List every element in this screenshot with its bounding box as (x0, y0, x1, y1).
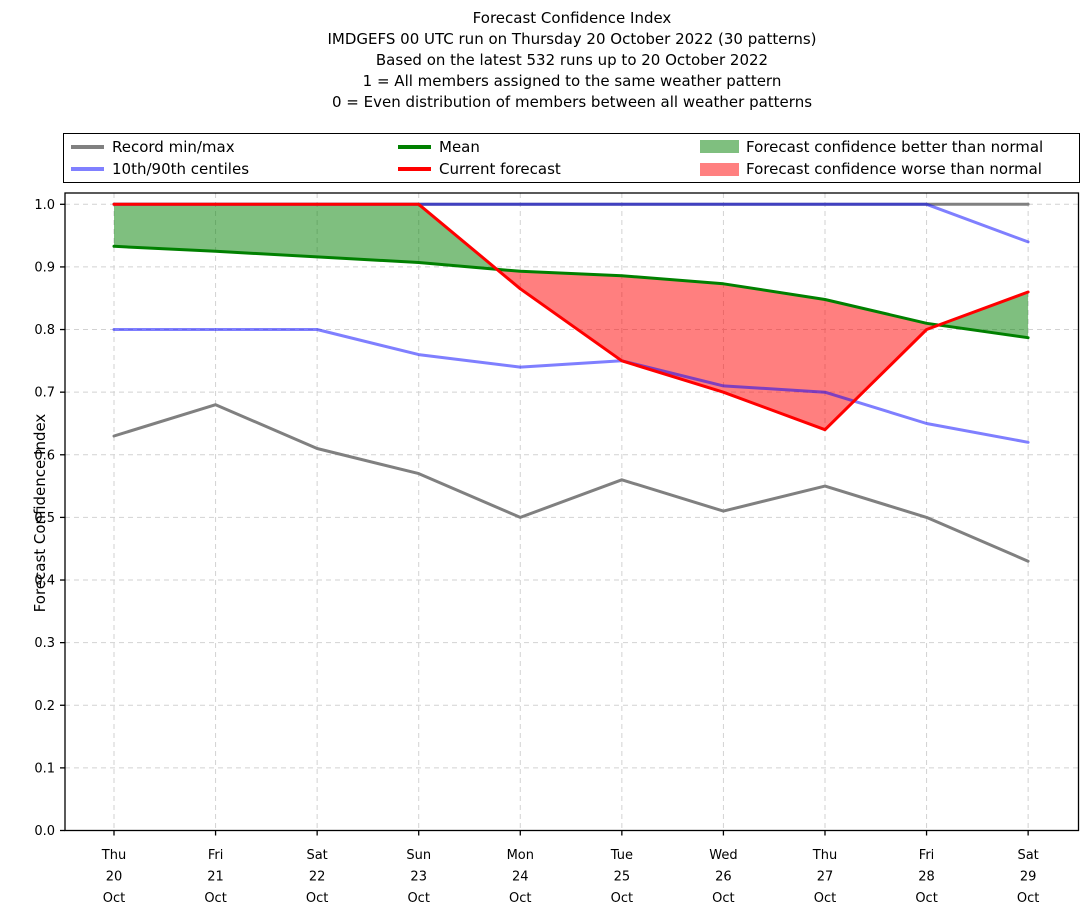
y-tick-label: 0.5 (34, 511, 55, 526)
y-tick-label: 0.1 (34, 761, 55, 776)
current-forecast-line (112, 202, 1030, 432)
mean-line (112, 244, 1030, 340)
10th-centile-line (112, 328, 1030, 444)
x-tick-label: Fri 21 Oct (204, 848, 226, 906)
plot-border (64, 192, 1080, 832)
x-tick-label: Mon 24 Oct (507, 848, 534, 906)
x-tick-label: Tue 25 Oct (610, 848, 633, 906)
x-tick-label: Wed 26 Oct (709, 848, 737, 906)
better-than-normal-fill (938, 292, 1029, 338)
legend-column-2: Mean Current forecast (398, 134, 561, 182)
x-tick-label: Sun 23 Oct (406, 848, 431, 906)
y-tick-label: 0.8 (34, 323, 55, 338)
chart-title-line-2: IMDGEFS 00 UTC run on Thursday 20 Octobe… (327, 30, 817, 48)
legend-item-current-forecast: Current forecast (398, 159, 561, 179)
y-tick-label: 0.3 (34, 636, 55, 651)
mean-line-swatch (398, 144, 431, 149)
legend-label-mean: Mean (439, 137, 480, 156)
y-tick-label: 0.0 (34, 824, 55, 839)
better-than-normal-patch-swatch (700, 140, 739, 154)
y-tick-label: 0.9 (34, 260, 55, 275)
legend-item-mean: Mean (398, 137, 561, 157)
y-tick-label: 0.4 (34, 574, 55, 589)
better-than-normal-fill (114, 204, 497, 270)
centiles-line-swatch (71, 167, 104, 172)
legend-item-worse-than-normal: Forecast confidence worse than normal (700, 159, 1043, 179)
y-tick-label: 0.2 (34, 699, 55, 714)
legend-item-record-minmax: Record min/max (71, 137, 249, 157)
worse-than-normal-patch-swatch (700, 162, 739, 176)
legend-item-better-than-normal: Forecast confidence better than normal (700, 137, 1043, 157)
y-tick-label: 1.0 (34, 198, 55, 213)
legend-label-current-forecast: Current forecast (439, 160, 561, 179)
legend-label-centiles: 10th/90th centiles (112, 160, 250, 179)
legend-column-1: Record min/max 10th/90th centiles (71, 134, 249, 182)
chart-title-block: Forecast Confidence Index IMDGEFS 00 UTC… (65, 8, 1079, 113)
y-tick-label: 0.7 (34, 386, 55, 401)
legend-label-record-minmax: Record min/max (112, 137, 235, 156)
legend-label-worse-than-normal: Forecast confidence worse than normal (746, 160, 1042, 179)
legend: Record min/max 10th/90th centiles Mean C… (63, 133, 1080, 183)
x-tick-label: Sat 22 Oct (306, 848, 328, 906)
x-tick-label: Fri 28 Oct (915, 848, 937, 906)
y-tick-label: 0.6 (34, 448, 55, 463)
x-tick-label: Thu 20 Oct (101, 848, 126, 906)
legend-label-better-than-normal: Forecast confidence better than normal (746, 137, 1044, 156)
chart-title-line-1: Forecast Confidence Index (472, 9, 672, 27)
current-forecast-line-swatch (398, 167, 431, 172)
chart-title-line-3: Based on the latest 532 runs up to 20 Oc… (375, 51, 769, 69)
record-minmax-line-swatch (71, 144, 104, 149)
legend-column-3: Forecast confidence better than normal F… (700, 134, 1043, 182)
chart-title-line-5: 0 = Even distribution of members between… (331, 93, 813, 111)
x-tick-label: Sat 29 Oct (1017, 848, 1039, 906)
x-tick-label: Thu 27 Oct (812, 848, 837, 906)
record-min-line (112, 403, 1030, 563)
legend-item-centiles: 10th/90th centiles (71, 159, 249, 179)
worse-than-normal-fill (496, 269, 939, 430)
chart-title-line-4: 1 = All members assigned to the same wea… (362, 72, 782, 90)
